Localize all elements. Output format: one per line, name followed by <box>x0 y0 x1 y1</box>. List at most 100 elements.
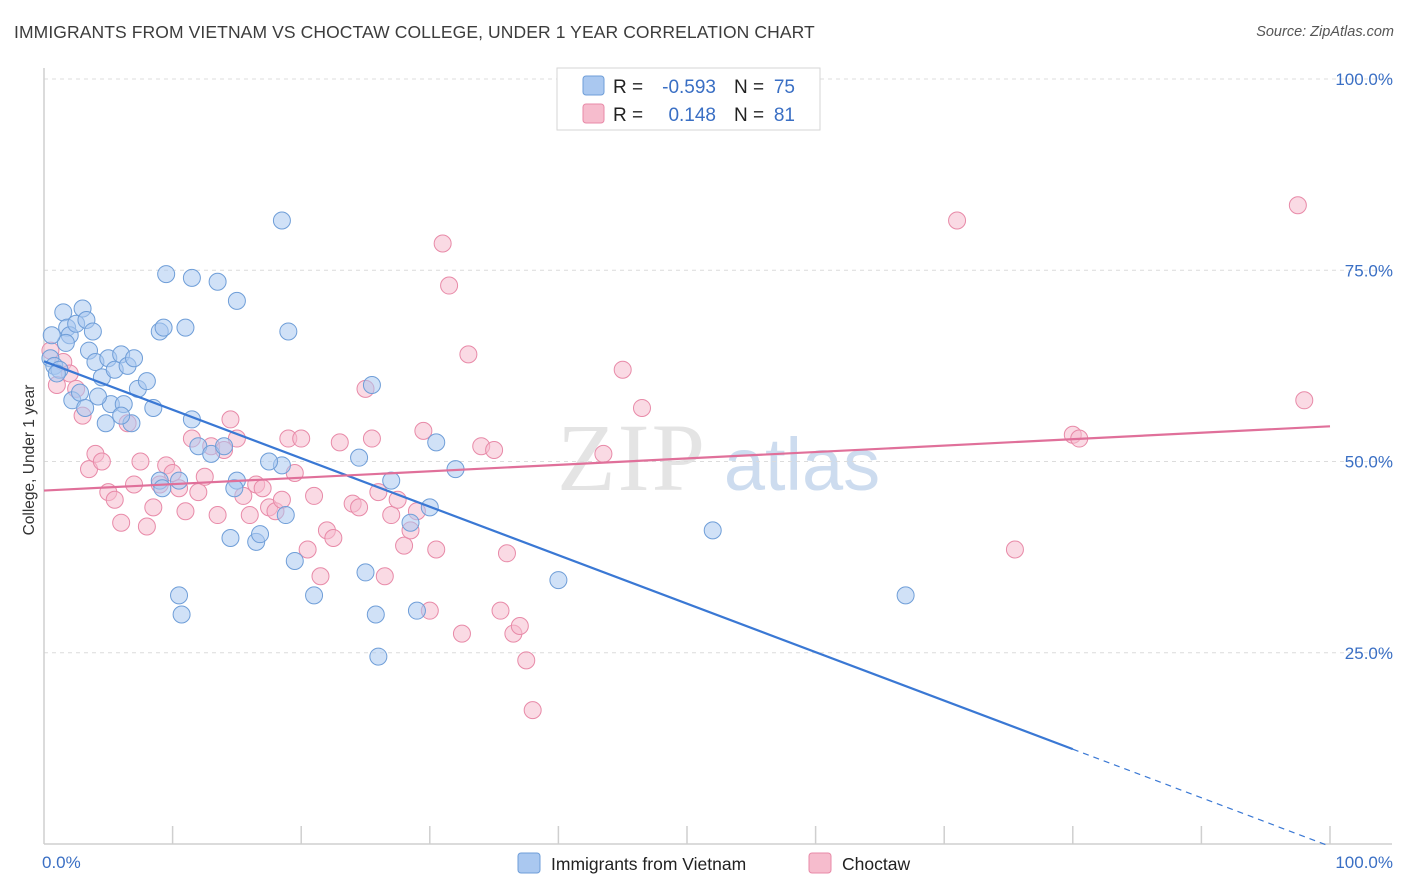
choctaw-point <box>195 467 214 486</box>
choctaw-point <box>131 452 150 471</box>
legend-r-value-2: 0.148 <box>668 105 716 126</box>
choctaw-point <box>613 360 632 379</box>
choctaw-point <box>362 429 381 448</box>
choctaw-point <box>632 398 651 417</box>
vietnam-point <box>176 318 195 337</box>
choctaw-point <box>305 486 324 505</box>
choctaw-point <box>497 544 516 563</box>
vietnam-point <box>350 448 369 467</box>
vietnam-point <box>182 268 201 287</box>
watermark-zip: ZIP <box>557 404 707 511</box>
vietnam-point <box>366 605 385 624</box>
vietnam-point <box>172 605 191 624</box>
bottom-legend-vietnam: Immigrants from Vietnam <box>551 854 746 874</box>
vietnam-point <box>896 586 915 605</box>
choctaw-point <box>510 616 529 635</box>
vietnam-point <box>285 551 304 570</box>
choctaw-trend-line <box>43 425 1331 492</box>
choctaw-point <box>324 529 343 547</box>
vietnam-point <box>260 452 279 471</box>
legend-swatch-choctaw <box>582 103 605 124</box>
vietnam-point <box>221 529 240 547</box>
vietnam-point <box>83 322 102 341</box>
choctaw-point <box>105 490 124 509</box>
choctaw-point <box>948 211 967 230</box>
vietnam-point <box>279 322 298 341</box>
bottom-legend-swatch-choctaw <box>808 852 832 874</box>
choctaw-point <box>427 540 446 559</box>
vietnam-point <box>125 349 144 368</box>
vietnam-point <box>382 471 401 490</box>
y-axis-label: College, Under 1 year <box>21 385 38 536</box>
vietnam-point <box>356 563 375 582</box>
choctaw-point <box>485 441 504 460</box>
vietnam-point <box>427 433 446 452</box>
vietnam-point <box>89 387 108 406</box>
bottom-legend-choctaw: Choctaw <box>842 854 910 874</box>
vietnam-point <box>208 272 227 291</box>
choctaw-point <box>395 536 414 555</box>
vietnam-point <box>112 406 131 425</box>
y-tick-label-2: 75.0% <box>1345 261 1393 280</box>
choctaw-point <box>433 234 452 253</box>
vietnam-point <box>362 376 381 394</box>
vietnam-point <box>153 479 172 498</box>
choctaw-point <box>1288 196 1307 215</box>
series-legend: Immigrants from Vietnam Choctaw <box>517 852 910 874</box>
choctaw-point <box>272 490 291 509</box>
choctaw-point <box>414 421 433 440</box>
gridlines <box>44 78 1392 654</box>
trend-lines <box>43 360 1331 847</box>
vietnam-point <box>170 471 189 490</box>
legend-swatch-vietnam <box>582 75 605 96</box>
vietnam-point <box>369 647 388 666</box>
vietnam-point <box>157 265 176 284</box>
vietnam-point <box>703 521 722 540</box>
vietnam-point <box>56 333 75 352</box>
chart-title: IMMIGRANTS FROM VIETNAM VS CHOCTAW COLLE… <box>14 22 815 42</box>
vietnam-point <box>549 571 568 590</box>
choctaw-point <box>491 601 510 620</box>
legend-n-value-2: 81 <box>774 105 795 126</box>
tick-labels: 25.0% 50.0% 75.0% 100.0% 0.0% 100.0% <box>42 70 1393 872</box>
vietnam-point <box>276 506 295 525</box>
choctaw-point <box>459 345 478 364</box>
choctaw-point <box>125 475 144 494</box>
choctaw-point <box>144 498 163 517</box>
legend-r-label-2: R = <box>613 105 643 126</box>
vietnam-point <box>225 479 244 498</box>
source-label: Source: ZipAtlas.com <box>1256 24 1394 40</box>
choctaw-point <box>137 517 156 536</box>
vietnam-point <box>96 414 115 433</box>
vietnam-point <box>71 383 90 402</box>
vietnam-point <box>305 586 324 605</box>
choctaw-point <box>189 483 208 502</box>
legend-n-label-1: N = <box>734 77 764 98</box>
vietnam-point <box>251 525 270 544</box>
choctaw-point <box>208 506 227 525</box>
x-tick-label-1: 100.0% <box>1335 853 1393 872</box>
vietnam-trend-line <box>43 360 1074 751</box>
choctaw-point <box>221 410 240 429</box>
choctaw-point <box>240 506 259 525</box>
y-tick-label-0: 25.0% <box>1345 644 1393 663</box>
choctaw-point <box>350 498 369 517</box>
vietnam-point <box>137 372 156 391</box>
vietnam-point <box>154 318 173 337</box>
legend-r-value-1: -0.593 <box>662 77 716 98</box>
watermark-atlas: atlas <box>724 423 880 506</box>
choctaw-point <box>311 567 330 586</box>
legend-r-label-1: R = <box>613 77 643 98</box>
vietnam-point <box>42 326 61 345</box>
choctaw-point <box>594 444 613 463</box>
x-tick-label-0: 0.0% <box>42 853 81 872</box>
choctaw-point <box>375 567 394 586</box>
y-tick-label-1: 50.0% <box>1345 453 1393 472</box>
legend-n-label-2: N = <box>734 105 764 126</box>
choctaw-point <box>330 433 349 452</box>
choctaw-point <box>1295 391 1314 410</box>
vietnam-point <box>215 437 234 456</box>
vietnam-point <box>401 513 420 532</box>
choctaw-point <box>517 651 536 670</box>
